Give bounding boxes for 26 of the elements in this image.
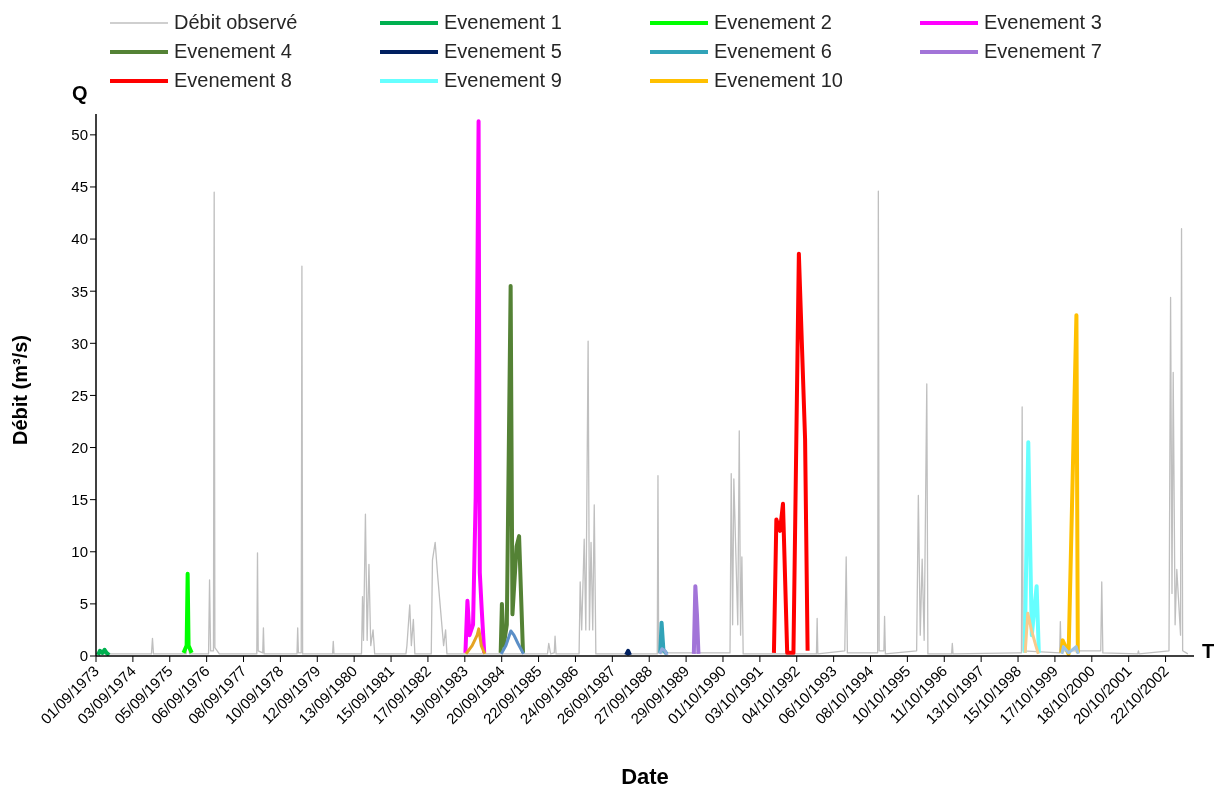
y-tick-label: 0 bbox=[79, 647, 88, 665]
legend-label: Evenement 5 bbox=[444, 40, 562, 63]
y-tick-label: 35 bbox=[71, 282, 88, 300]
legend-label: Evenement 8 bbox=[174, 69, 292, 92]
y-tick-label: 10 bbox=[71, 543, 88, 561]
legend-label: Evenement 6 bbox=[714, 40, 832, 63]
y-tick-label: 40 bbox=[71, 230, 88, 248]
legend-label: Evenement 1 bbox=[444, 11, 562, 34]
legend-label: Evenement 4 bbox=[174, 40, 292, 63]
y-tick-label: 5 bbox=[79, 595, 88, 613]
y-tick-label: 15 bbox=[71, 490, 88, 508]
legend-label: Evenement 10 bbox=[714, 69, 843, 92]
x-axis-title: Date bbox=[621, 764, 669, 789]
legend-label: Evenement 2 bbox=[714, 11, 832, 34]
y-tick-label: 20 bbox=[71, 438, 88, 456]
y-tick-label: 30 bbox=[71, 334, 88, 352]
legend-label: Evenement 7 bbox=[984, 40, 1102, 63]
y-tick-label: 50 bbox=[71, 126, 88, 144]
legend-label: Evenement 3 bbox=[984, 11, 1102, 34]
y-tick-label: 25 bbox=[71, 386, 88, 404]
legend-label: Débit observé bbox=[174, 11, 298, 34]
y-axis-title: Débit (m³/s) bbox=[9, 335, 32, 445]
y-tick-label: 45 bbox=[71, 178, 88, 196]
text: T bbox=[1202, 640, 1215, 663]
legend-label: Evenement 9 bbox=[444, 69, 562, 92]
text: Q bbox=[72, 82, 88, 105]
